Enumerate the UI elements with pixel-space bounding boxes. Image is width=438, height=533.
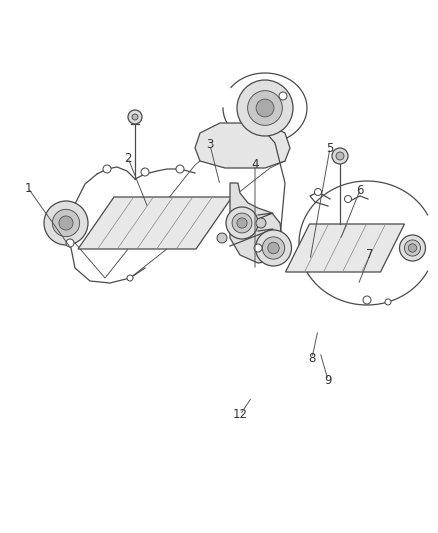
Circle shape (127, 275, 133, 281)
Text: 8: 8 (308, 351, 316, 365)
Circle shape (237, 80, 293, 136)
Circle shape (176, 165, 184, 173)
Text: 2: 2 (124, 151, 132, 165)
Circle shape (385, 299, 391, 305)
Circle shape (404, 240, 420, 256)
Circle shape (128, 110, 142, 124)
Circle shape (268, 242, 279, 254)
Circle shape (103, 165, 111, 173)
Circle shape (256, 99, 274, 117)
Circle shape (363, 296, 371, 304)
Text: 3: 3 (206, 139, 214, 151)
Polygon shape (195, 123, 290, 168)
Circle shape (66, 239, 74, 247)
Polygon shape (78, 197, 232, 249)
Circle shape (132, 114, 138, 120)
Circle shape (59, 216, 73, 230)
Text: 4: 4 (251, 158, 259, 172)
Circle shape (256, 218, 266, 228)
Circle shape (345, 196, 352, 203)
Polygon shape (286, 224, 405, 272)
Text: 9: 9 (324, 374, 332, 386)
Circle shape (237, 218, 247, 228)
Circle shape (44, 201, 88, 245)
Text: 5: 5 (326, 141, 334, 155)
Text: 7: 7 (366, 248, 374, 262)
Circle shape (226, 207, 258, 239)
Circle shape (399, 235, 425, 261)
Circle shape (247, 91, 283, 125)
Circle shape (408, 244, 417, 252)
Circle shape (217, 233, 227, 243)
Circle shape (254, 244, 262, 252)
Text: 1: 1 (24, 182, 32, 195)
Circle shape (332, 148, 348, 164)
Circle shape (279, 92, 287, 100)
Circle shape (232, 213, 252, 233)
Text: 12: 12 (233, 408, 247, 422)
Circle shape (262, 237, 285, 259)
Circle shape (314, 189, 321, 196)
Circle shape (336, 152, 344, 160)
Circle shape (141, 168, 149, 176)
Text: 6: 6 (356, 183, 364, 197)
Polygon shape (230, 183, 282, 263)
Circle shape (53, 209, 80, 237)
Circle shape (255, 230, 292, 266)
